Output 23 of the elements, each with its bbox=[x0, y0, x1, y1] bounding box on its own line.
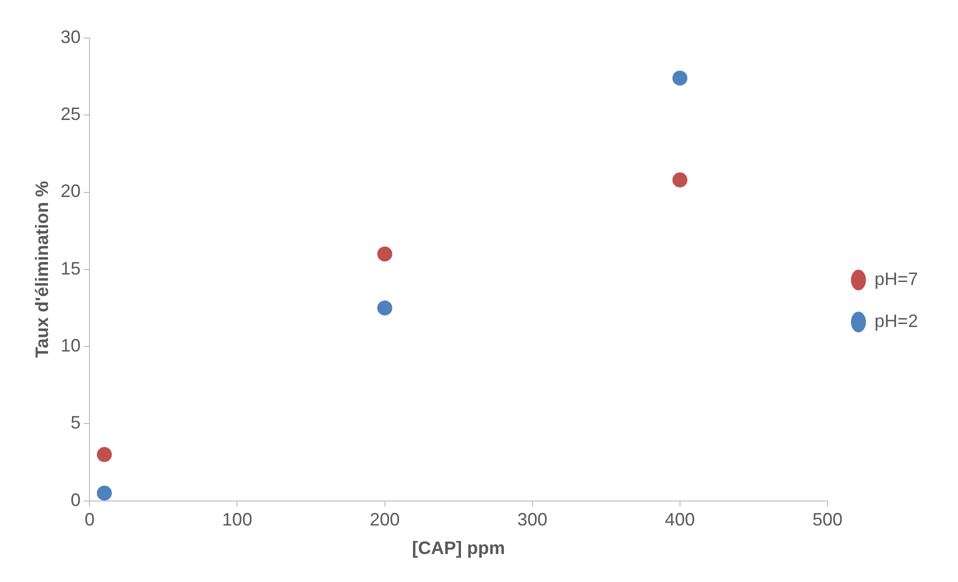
x-tick-label: 400 bbox=[664, 510, 695, 530]
y-tick-label: 10 bbox=[60, 336, 81, 356]
y-tick-label: 0 bbox=[70, 490, 81, 510]
point bbox=[377, 300, 392, 316]
point bbox=[672, 70, 688, 86]
x-tick-label: 500 bbox=[812, 510, 842, 530]
y-tick-label: 25 bbox=[60, 104, 81, 124]
y-tick-label: 15 bbox=[60, 258, 81, 278]
x-axis-title: [CAP] ppm bbox=[412, 538, 506, 558]
y-tick-label: 30 bbox=[60, 26, 81, 47]
point bbox=[96, 447, 112, 462]
y-tick-label: 5 bbox=[70, 412, 81, 433]
y-tick-label: 20 bbox=[60, 181, 81, 202]
legend-label: pH=7 bbox=[874, 268, 918, 289]
x-tick-label: 200 bbox=[370, 510, 400, 530]
point bbox=[377, 246, 392, 262]
x-tick-label: 0 bbox=[84, 510, 95, 530]
y-axis-title: Taux d'élimination % bbox=[32, 180, 52, 358]
x-tick-label: 100 bbox=[222, 510, 252, 530]
point bbox=[672, 172, 688, 188]
legend-label: pH=2 bbox=[874, 310, 918, 331]
point bbox=[96, 486, 112, 501]
x-tick-label: 300 bbox=[517, 510, 548, 530]
